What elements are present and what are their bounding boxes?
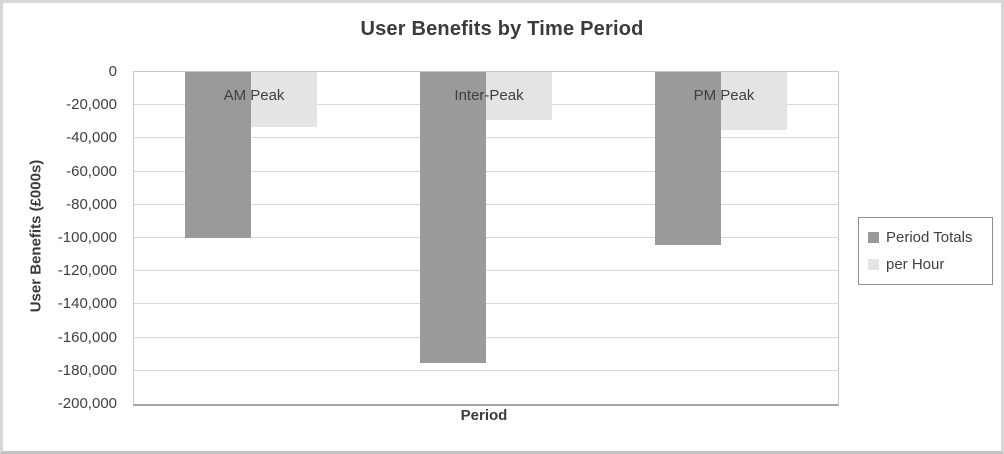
y-tick-label: -180,000 xyxy=(57,362,117,379)
bar-period-totals-am-peak xyxy=(185,72,251,238)
gridline xyxy=(134,303,838,304)
bar-per-hour-pm-peak xyxy=(721,72,787,130)
y-tick-label: -200,000 xyxy=(57,395,117,412)
legend-label: per Hour xyxy=(886,255,945,273)
category-label-pm-peak: PM Peak xyxy=(693,87,755,104)
y-tick-label: -100,000 xyxy=(57,229,117,246)
bar-period-totals-inter-peak xyxy=(420,72,486,363)
y-tick-label: -140,000 xyxy=(57,295,117,312)
gridline xyxy=(134,370,838,371)
gridline xyxy=(134,204,838,205)
gridline xyxy=(134,270,838,271)
gridline xyxy=(134,171,838,172)
gridline xyxy=(134,337,838,338)
legend-swatch-per-hour xyxy=(868,259,879,270)
chart-title: User Benefits by Time Period xyxy=(360,18,644,40)
legend-label: Period Totals xyxy=(886,228,973,246)
gridline xyxy=(134,137,838,138)
bar-period-totals-pm-peak xyxy=(655,72,721,245)
y-tick-label: -80,000 xyxy=(66,196,117,213)
y-tick-label: -40,000 xyxy=(66,129,117,146)
y-tick-label: 0 xyxy=(108,63,117,80)
legend: Period Totals per Hour xyxy=(858,217,993,285)
y-tick-label: -160,000 xyxy=(57,329,117,346)
legend-item-per-hour: per Hour xyxy=(868,255,992,275)
y-tick-label: -20,000 xyxy=(66,96,117,113)
legend-swatch-period-totals xyxy=(868,232,879,243)
plot-area: AM Peak Inter-Peak PM Peak xyxy=(133,71,839,406)
legend-item-period-totals: Period Totals xyxy=(868,228,992,248)
y-tick-label: -120,000 xyxy=(57,262,117,279)
category-label-inter-peak: Inter-Peak xyxy=(454,87,524,104)
category-label-am-peak: AM Peak xyxy=(223,87,285,104)
y-tick-label: -60,000 xyxy=(66,163,117,180)
bar-per-hour-am-peak xyxy=(251,72,317,127)
bar-per-hour-inter-peak xyxy=(486,72,552,120)
gridline xyxy=(134,237,838,238)
x-axis-title: Period xyxy=(460,407,508,424)
